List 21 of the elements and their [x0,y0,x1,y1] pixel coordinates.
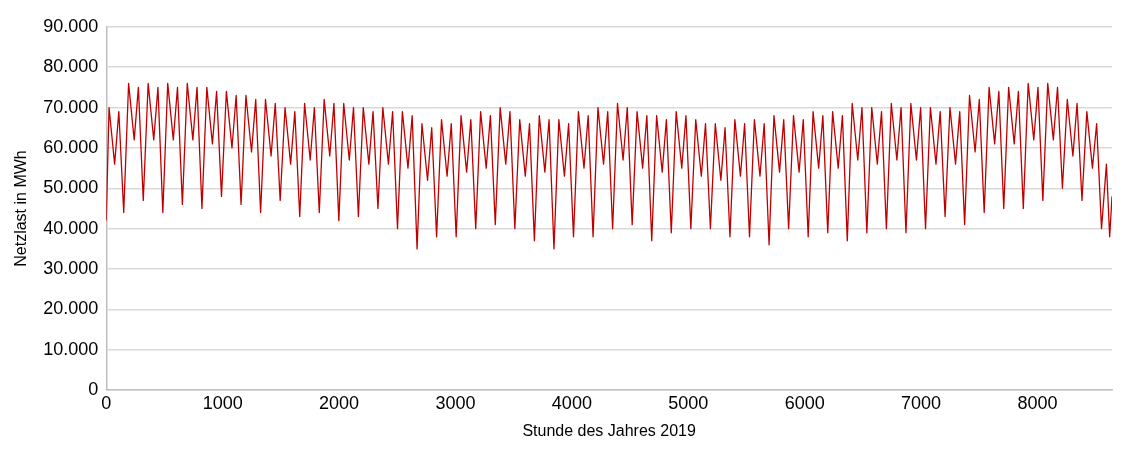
x-tick-label: 1000 [202,392,243,413]
y-axis-title: Netzlast in MWh [12,150,30,267]
x-tick-label: 6000 [784,392,825,413]
y-tick-label: 10.000 [43,338,99,359]
y-tick-label: 40.000 [43,217,99,238]
y-tick-label: 90.000 [43,15,99,36]
y-tick-label: 20.000 [43,298,99,319]
y-tick-label: 60.000 [43,136,99,157]
x-tick-label: 4000 [551,392,592,413]
x-tick-label: 7000 [901,392,942,413]
y-tick-label: 80.000 [43,56,99,77]
y-tick-label: 30.000 [43,258,99,279]
x-tick-label: 3000 [435,392,476,413]
x-tick-label: 5000 [668,392,709,413]
y-tick-label: 70.000 [43,96,99,117]
x-axis-title: Stunde des Jahres 2019 [522,421,696,439]
x-tick-label: 2000 [319,392,360,413]
y-tick-label: 50.000 [43,177,99,198]
x-tick-label: 0 [101,392,112,413]
x-tick-label: 8000 [1017,392,1058,413]
y-tick-label: 0 [88,379,99,400]
